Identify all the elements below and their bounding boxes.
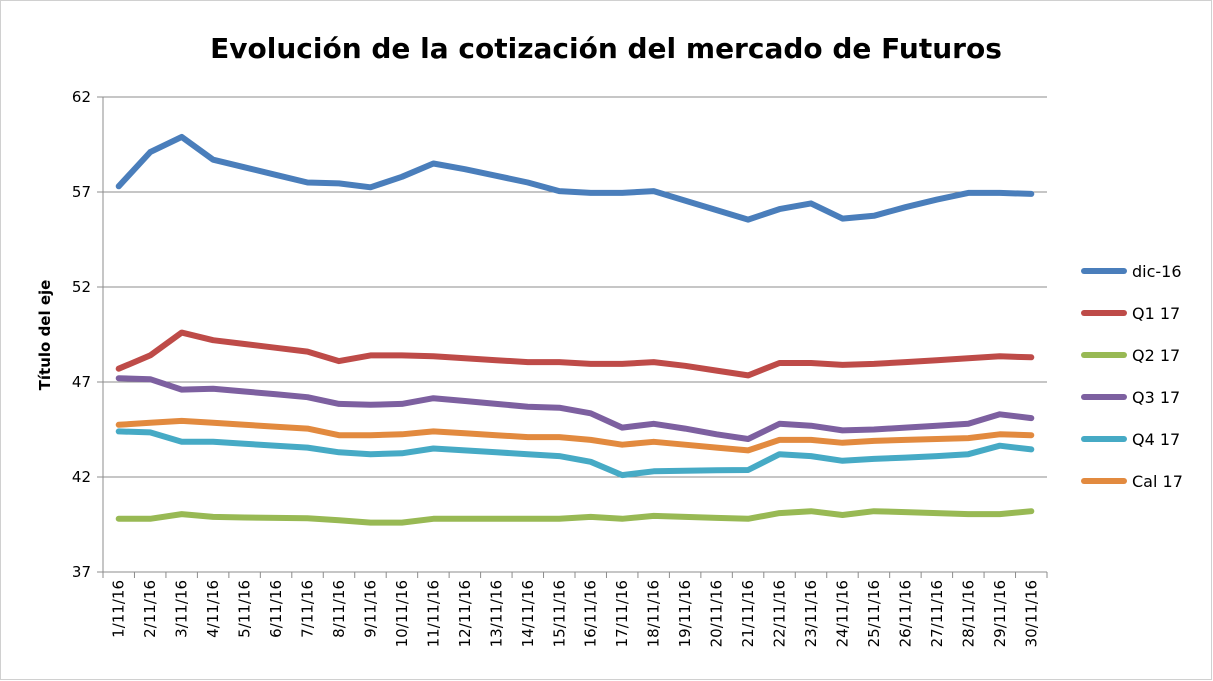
legend-label: Q3 17 (1132, 388, 1180, 407)
x-tick-label: 9/11/16 (361, 580, 379, 638)
series-line-q2-17 (115, 508, 1035, 526)
series-line-q4-17 (115, 428, 1035, 479)
legend-label: dic-16 (1132, 262, 1182, 281)
x-tick-label: 25/11/16 (865, 580, 883, 647)
series-lines (115, 133, 1035, 526)
x-tick-label: 18/11/16 (645, 580, 663, 647)
x-tick-label: 19/11/16 (676, 580, 694, 647)
y-axis-label: Título del eje (36, 280, 54, 391)
series-line-q1-17 (115, 329, 1035, 379)
y-tick-label: 62 (72, 88, 91, 106)
x-tick-label: 8/11/16 (330, 580, 348, 638)
x-tick-label: 16/11/16 (582, 580, 600, 647)
y-tick-label: 42 (72, 468, 91, 486)
x-tick-label: 3/11/16 (173, 580, 191, 638)
x-tick-labels: 1/11/16 2/11/16 3/11/16 4/11/16 5/11/16 6/11/… (110, 580, 1041, 647)
x-tick-label: 4/11/16 (204, 580, 222, 638)
legend: dic-16 Q1 17 Q2 17 Q3 17 Q4 17 Cal 17 (1081, 262, 1183, 491)
x-tick-label: 12/11/16 (456, 580, 474, 647)
x-tick-label: 26/11/16 (896, 580, 914, 647)
x-tick-label: 7/11/16 (299, 580, 317, 638)
legend-label: Cal 17 (1132, 472, 1183, 491)
series-line-q3-17 (115, 375, 1035, 442)
y-tick-label: 47 (72, 373, 91, 391)
x-tick-label: 17/11/16 (613, 580, 631, 647)
x-tick-label: 29/11/16 (991, 580, 1009, 647)
x-tick-label: 1/11/16 (110, 580, 128, 638)
legend-label: Q2 17 (1132, 346, 1180, 365)
x-tick-label: 6/11/16 (267, 580, 285, 638)
y-tick-label: 52 (72, 278, 91, 296)
series-line-dic-16 (115, 133, 1035, 223)
series-line-cal-17 (115, 417, 1035, 454)
x-tick-label: 23/11/16 (802, 580, 820, 647)
y-tick-labels: 37 42 47 52 57 62 (72, 88, 91, 581)
x-tick-label: 5/11/16 (236, 580, 254, 638)
x-tick-label: 15/11/16 (550, 580, 568, 647)
x-tick-label: 11/11/16 (424, 580, 442, 647)
x-tick-label: 30/11/16 (1022, 580, 1040, 647)
x-tick-label: 28/11/16 (959, 580, 977, 647)
axes (97, 96, 1048, 578)
x-tick-label: 27/11/16 (928, 580, 946, 647)
x-tick-label: 21/11/16 (739, 580, 757, 647)
x-tick-label: 14/11/16 (519, 580, 537, 647)
x-tick-label: 10/11/16 (393, 580, 411, 647)
x-tick-label: 24/11/16 (833, 580, 851, 647)
chart-title: Evolución de la cotización del mercado d… (210, 32, 1002, 65)
x-tick-label: 22/11/16 (771, 580, 789, 647)
legend-label: Q4 17 (1132, 430, 1180, 449)
x-tick-label: 13/11/16 (487, 580, 505, 647)
x-tick-label: 2/11/16 (141, 580, 159, 638)
y-tick-label: 57 (72, 183, 91, 201)
y-tick-label: 37 (72, 563, 91, 581)
x-tick-label: 20/11/16 (708, 580, 726, 647)
legend-label: Q1 17 (1132, 304, 1180, 323)
